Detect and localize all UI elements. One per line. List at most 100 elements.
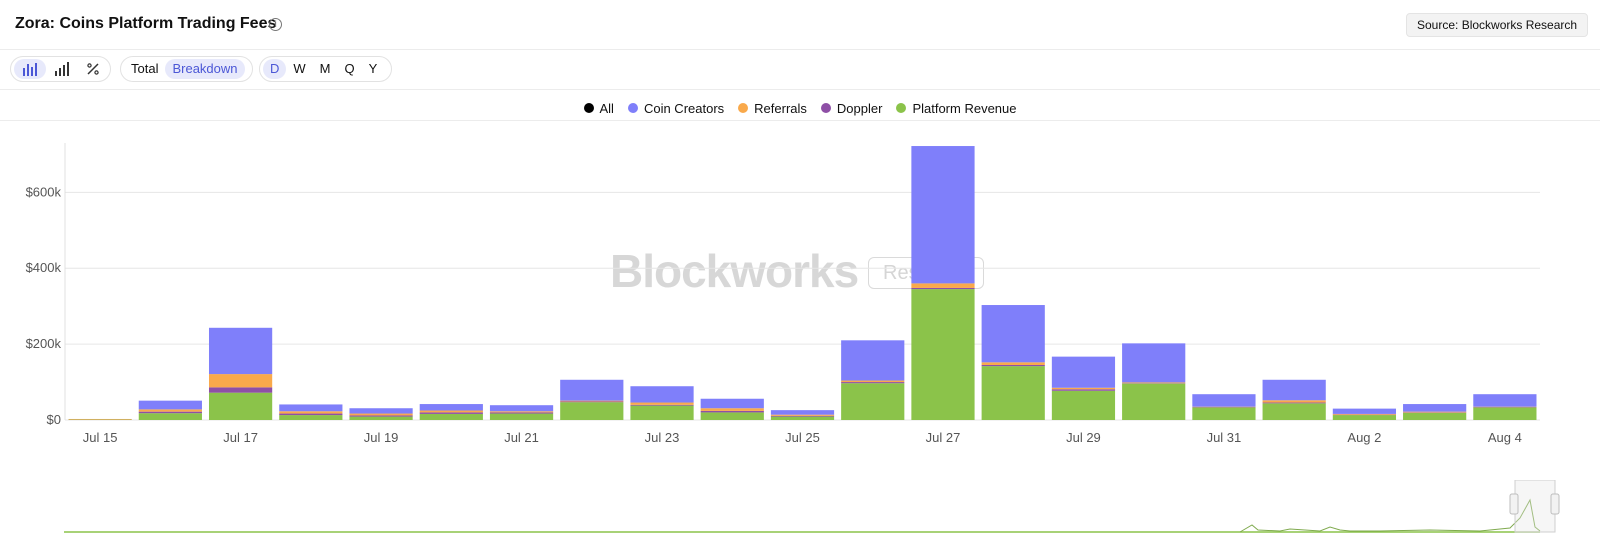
bar-segment-doppler[interactable]	[560, 401, 624, 403]
bar-segment-coin-creators[interactable]	[1332, 408, 1397, 414]
bar-segment-platform-revenue[interactable]	[349, 416, 413, 420]
bar-segment-coin-creators[interactable]	[981, 305, 1045, 363]
bar-segment-doppler[interactable]	[489, 412, 554, 414]
bar-segment-coin-creators[interactable]	[279, 404, 343, 412]
bar-segment-referrals[interactable]	[770, 414, 835, 416]
bar-segment-referrals[interactable]	[138, 409, 202, 412]
navigator-handle-left[interactable]	[1509, 493, 1519, 515]
bar-segment-referrals[interactable]	[349, 413, 413, 416]
bar-segment-platform-revenue[interactable]	[138, 413, 202, 420]
bar-segment-platform-revenue[interactable]	[279, 415, 343, 420]
bar-segment-referrals[interactable]	[208, 374, 273, 388]
bar-segment-coin-creators[interactable]	[1473, 394, 1537, 407]
range-navigator[interactable]	[0, 480, 1600, 541]
bar-segment-doppler[interactable]	[279, 413, 343, 416]
bar-segment-platform-revenue[interactable]	[630, 405, 694, 420]
legend-label: Referrals	[754, 100, 807, 116]
bar-segment-coin-creators[interactable]	[911, 146, 975, 284]
bar-segment-doppler[interactable]	[419, 412, 483, 414]
bar-segment-platform-revenue[interactable]	[700, 412, 764, 420]
interval-d-button[interactable]: D	[263, 59, 287, 79]
bar-segment-referrals[interactable]	[630, 402, 694, 405]
bar-segment-platform-revenue[interactable]	[208, 392, 273, 420]
bar-segment-platform-revenue[interactable]	[560, 402, 624, 420]
bar-segment-platform-revenue[interactable]	[841, 383, 905, 420]
bar-segment-doppler[interactable]	[770, 415, 835, 417]
legend-dot-coin-creators	[627, 103, 638, 113]
bar-segment-coin-creators[interactable]	[700, 398, 764, 409]
bar-segment-referrals[interactable]	[279, 411, 343, 414]
percent-icon[interactable]	[78, 59, 108, 79]
bar-segment-referrals[interactable]	[1122, 382, 1186, 384]
column-chart-icon[interactable]	[46, 59, 78, 79]
bar-segment-platform-revenue[interactable]	[1192, 407, 1256, 420]
bar-segment-coin-creators[interactable]	[208, 327, 273, 375]
bar-segment-doppler[interactable]	[1051, 389, 1116, 391]
bar-segment-doppler[interactable]	[630, 404, 694, 406]
legend-dot-platform-revenue	[896, 103, 907, 113]
bar-segment-coin-creators[interactable]	[1051, 356, 1116, 388]
bar-segment-platform-revenue[interactable]	[1051, 390, 1116, 420]
bar-segment-doppler[interactable]	[981, 364, 1045, 367]
source-badge[interactable]: Source: Blockworks Research	[1406, 13, 1589, 37]
legend-item-all[interactable]: All	[583, 98, 614, 118]
bar-segment-coin-creators[interactable]	[1403, 404, 1467, 412]
chart-header: Zora: Coins Platform Trading Fees i Sour…	[0, 0, 1600, 50]
interval-q-button[interactable]: Q	[344, 61, 355, 76]
bar-segment-platform-revenue[interactable]	[981, 366, 1045, 420]
bar-segment-referrals[interactable]	[419, 410, 483, 413]
bar-segment-platform-revenue[interactable]	[911, 289, 975, 420]
legend-item-coin-creators[interactable]: Coin Creators	[627, 98, 725, 118]
bar-segment-coin-creators[interactable]	[349, 408, 413, 414]
bar-segment-doppler[interactable]	[208, 387, 273, 393]
navigator-window[interactable]	[1514, 480, 1556, 533]
legend-label: Coin Creators	[643, 100, 725, 116]
bar-segment-coin-creators[interactable]	[841, 340, 905, 381]
bar-segment-coin-creators[interactable]	[630, 386, 694, 403]
bar-segment-referrals[interactable]	[1332, 413, 1397, 415]
bar-segment-coin-creators[interactable]	[138, 400, 202, 410]
bar-segment-coin-creators[interactable]	[419, 404, 483, 411]
interval-y-button[interactable]: Y	[368, 61, 378, 76]
bar-segment-referrals[interactable]	[841, 380, 905, 383]
bar-segment-platform-revenue[interactable]	[1332, 415, 1397, 420]
bar-segment-referrals[interactable]	[489, 411, 554, 413]
bar-segment-coin-creators[interactable]	[1262, 379, 1326, 401]
navigator-handle-right[interactable]	[1550, 493, 1560, 515]
interval-m-button[interactable]: M	[319, 61, 331, 76]
bar-segment-coin-creators[interactable]	[770, 410, 835, 415]
bar-segment-referrals[interactable]	[911, 283, 975, 288]
bar-segment-coin-creators[interactable]	[1122, 343, 1186, 383]
bar-segment-platform-revenue[interactable]	[419, 413, 483, 420]
bar-segment-doppler[interactable]	[700, 410, 764, 413]
bar-segment-referrals[interactable]	[68, 418, 132, 420]
bar-segment-platform-revenue[interactable]	[489, 413, 554, 420]
bar-segment-coin-creators[interactable]	[1192, 394, 1256, 407]
bar-segment-platform-revenue[interactable]	[1122, 383, 1186, 420]
bar-segment-doppler[interactable]	[349, 415, 413, 417]
bar-segment-coin-creators[interactable]	[489, 405, 554, 412]
bar-segment-referrals[interactable]	[1051, 387, 1116, 390]
bar-segment-doppler[interactable]	[138, 411, 202, 414]
bar-segment-referrals[interactable]	[700, 408, 764, 411]
bar-segment-platform-revenue[interactable]	[770, 416, 835, 420]
bar-segment-doppler[interactable]	[1262, 402, 1326, 404]
bar-segment-doppler[interactable]	[911, 287, 975, 290]
bar-segment-platform-revenue[interactable]	[1473, 407, 1537, 420]
bar-segment-platform-revenue[interactable]	[1403, 412, 1467, 420]
bar-segment-referrals[interactable]	[1403, 411, 1467, 413]
info-icon[interactable]: i	[269, 18, 282, 31]
mode-breakdown-button[interactable]: Breakdown	[165, 59, 245, 79]
bar-chart-icon[interactable]	[14, 59, 46, 79]
mode-total-button[interactable]: Total	[131, 61, 159, 76]
legend-item-referrals[interactable]: Referrals	[738, 98, 807, 118]
bar-segment-referrals[interactable]	[1262, 400, 1326, 403]
interval-w-button[interactable]: W	[293, 61, 306, 76]
bar-segment-doppler[interactable]	[841, 382, 905, 384]
bar-segment-referrals[interactable]	[560, 400, 624, 402]
bar-segment-referrals[interactable]	[981, 362, 1045, 365]
legend-item-doppler[interactable]: Doppler	[820, 98, 882, 118]
bar-segment-platform-revenue[interactable]	[1262, 403, 1326, 420]
legend-item-platform-revenue[interactable]: Platform Revenue	[896, 98, 1017, 118]
bar-segment-coin-creators[interactable]	[560, 379, 624, 401]
